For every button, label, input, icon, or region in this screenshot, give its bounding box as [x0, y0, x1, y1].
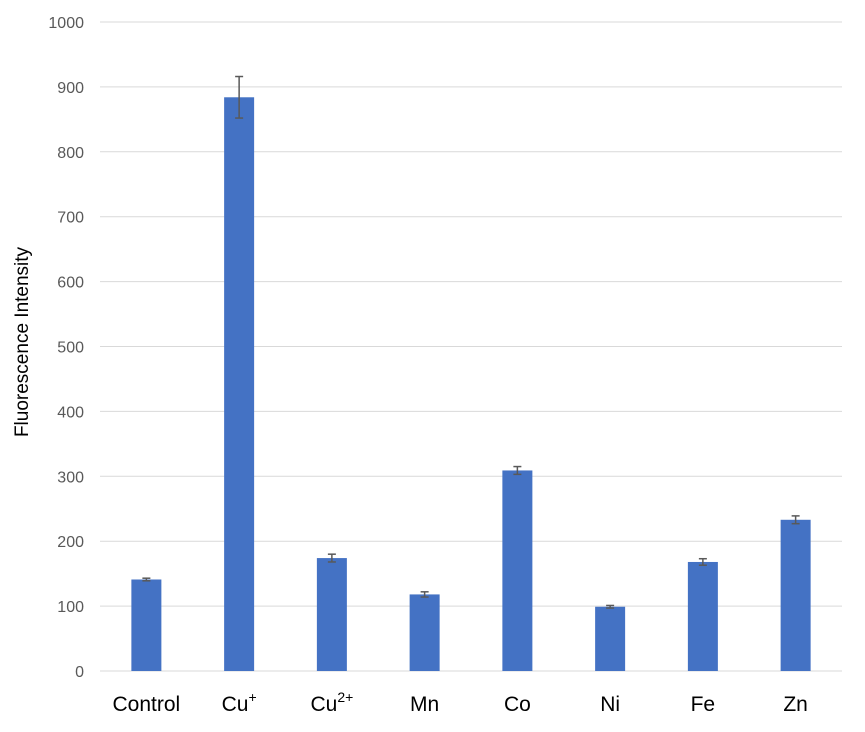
error-bar [513, 465, 522, 476]
error-bar [420, 591, 429, 598]
y-tick-label: 400 [57, 404, 84, 421]
error-bar [791, 515, 800, 525]
y-tick-label: 1000 [48, 15, 84, 32]
x-tick-label: Cu+ [222, 689, 257, 716]
error-bar [327, 553, 336, 563]
bar [131, 579, 162, 671]
bar [224, 97, 255, 671]
y-tick-label: 0 [75, 664, 84, 681]
bar [780, 519, 811, 671]
error-bar [142, 577, 151, 582]
y-tick-label: 900 [57, 80, 84, 97]
y-tick-label: 600 [57, 275, 84, 292]
y-axis-title: Fluorescence Intensity [12, 246, 33, 437]
x-tick-label: Co [504, 693, 531, 716]
error-bars [142, 75, 800, 609]
bar [502, 470, 533, 671]
bar [409, 594, 440, 671]
x-tick-label: Control [113, 693, 181, 716]
y-tick-label: 500 [57, 340, 84, 357]
bar [687, 561, 718, 671]
x-axis-labels: Control Cu+ Cu2+ Mn Co Ni Fe Zn [113, 689, 808, 716]
x-tick-label: Ni [600, 693, 620, 716]
gridlines [100, 21, 842, 672]
x-tick-label: Mn [410, 693, 439, 716]
y-axis-ticks: 0 100 200 300 400 500 600 700 800 900 1000 [48, 15, 84, 681]
x-tick-label: Zn [783, 693, 808, 716]
y-tick-label: 100 [57, 599, 84, 616]
y-tick-label: 300 [57, 469, 84, 486]
y-tick-label: 200 [57, 534, 84, 551]
bars [131, 97, 811, 671]
y-tick-label: 700 [57, 210, 84, 227]
bar [595, 606, 626, 671]
bar [316, 558, 347, 671]
x-tick-label: Cu2+ [310, 689, 353, 716]
y-tick-label: 800 [57, 145, 84, 162]
error-bar [235, 75, 244, 119]
x-tick-label: Fe [691, 693, 716, 716]
error-bar [606, 604, 615, 609]
error-bar [698, 557, 707, 566]
